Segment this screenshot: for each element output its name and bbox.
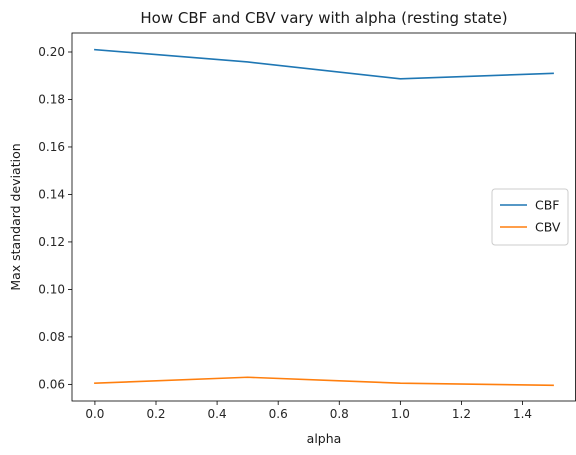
- y-axis-label: Max standard deviation: [8, 143, 23, 290]
- plot-area: 0.0 0.2 0.4 0.6 0.8 1.0 1.2 1.4 0.06 0.08 0.10 0.12…: [38, 32, 576, 421]
- y-tick-label: 0.10: [38, 283, 65, 297]
- legend-box: [491, 188, 569, 246]
- x-tick-label: 0.4: [208, 407, 227, 421]
- y-tick-label: 0.12: [38, 235, 65, 249]
- x-tick-label: 0.6: [269, 407, 288, 421]
- y-tick-label: 0.14: [38, 188, 65, 202]
- chart-title: How CBF and CBV vary with alpha (resting…: [140, 9, 507, 27]
- x-tick-label: 0.0: [85, 407, 104, 421]
- series-line-cbf: [94, 48, 554, 80]
- x-tick-label: 1.4: [513, 407, 532, 421]
- x-tick-label: 1.2: [452, 407, 471, 421]
- legend: CBF CBV: [491, 188, 569, 246]
- x-tick-label: 1.0: [391, 407, 410, 421]
- series-line-cbv: [94, 376, 554, 387]
- y-tick-label: 0.16: [38, 140, 65, 154]
- legend-label-cbv: CBV: [535, 220, 561, 235]
- x-tick-label: 0.2: [146, 407, 165, 421]
- legend-label-cbf: CBF: [535, 198, 560, 213]
- x-tick-label: 0.8: [330, 407, 349, 421]
- x-axis-label: alpha: [307, 431, 342, 446]
- y-tick-label: 0.08: [38, 330, 65, 344]
- y-tick-label: 0.06: [38, 378, 65, 392]
- y-tick-label: 0.20: [38, 45, 65, 59]
- y-tick-label: 0.18: [38, 93, 65, 107]
